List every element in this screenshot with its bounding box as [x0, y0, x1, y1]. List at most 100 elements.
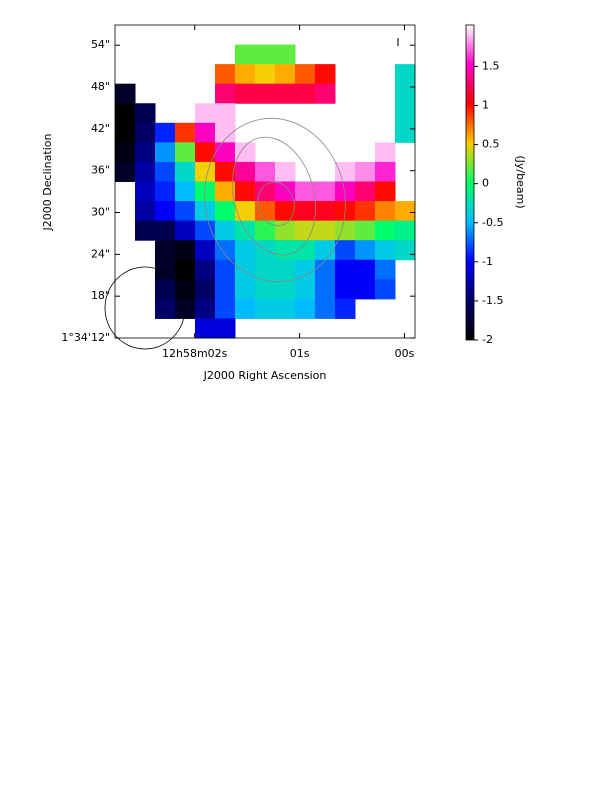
cell	[215, 240, 236, 261]
colorbar-tick-label: -0.5	[482, 216, 503, 229]
cell	[155, 122, 176, 143]
colorbar-tick-label: -1.5	[482, 294, 503, 307]
cell	[315, 279, 336, 300]
cell	[115, 161, 136, 182]
cell	[335, 240, 356, 261]
cell	[235, 161, 256, 182]
colorbar-tick-label: 0.5	[482, 138, 500, 151]
cell	[255, 201, 276, 222]
cell	[315, 220, 336, 241]
cell	[195, 220, 216, 241]
cell	[355, 201, 376, 222]
cell	[235, 298, 256, 319]
cell	[275, 298, 296, 319]
y-tick-label: 54"	[91, 38, 110, 51]
cell	[155, 142, 176, 163]
cell	[195, 279, 216, 300]
cell	[155, 298, 176, 319]
cell	[135, 161, 156, 182]
cell	[375, 161, 396, 182]
cell	[315, 201, 336, 222]
cell	[315, 181, 336, 202]
cell	[275, 161, 296, 182]
cell	[395, 64, 416, 85]
cell	[235, 181, 256, 202]
colorbar-tick-label: 1.5	[482, 59, 500, 72]
cell	[175, 161, 196, 182]
y-tick-label: 42"	[91, 122, 110, 135]
contour	[257, 181, 295, 227]
beam	[104, 266, 186, 350]
cell	[195, 181, 216, 202]
cell	[295, 220, 316, 241]
cell	[135, 122, 156, 143]
cell	[275, 64, 296, 85]
cell	[315, 64, 336, 85]
cell	[355, 240, 376, 261]
cell	[235, 83, 256, 104]
y-tick-label: 1°34'12"	[61, 331, 110, 344]
cell	[195, 103, 216, 124]
cell	[295, 64, 316, 85]
x-axis-title: J2000 Right Ascension	[203, 369, 327, 382]
cell	[195, 298, 216, 319]
cell	[275, 44, 296, 65]
cell	[335, 279, 356, 300]
cell	[135, 181, 156, 202]
cell	[375, 181, 396, 202]
cell	[355, 161, 376, 182]
cell	[275, 240, 296, 261]
cell	[335, 298, 356, 319]
y-tick-label: 36"	[91, 164, 110, 177]
cell	[395, 103, 416, 124]
cell	[135, 201, 156, 222]
cell	[215, 279, 236, 300]
cell	[335, 259, 356, 280]
cell	[355, 181, 376, 202]
y-tick-label: 24"	[91, 247, 110, 260]
contour	[231, 136, 317, 256]
cell	[215, 181, 236, 202]
cell	[255, 83, 276, 104]
cell	[155, 201, 176, 222]
cell	[115, 142, 136, 163]
cell	[375, 220, 396, 241]
cell	[215, 103, 236, 124]
y-tick-label: 30"	[91, 206, 110, 219]
cell	[175, 201, 196, 222]
cell	[155, 240, 176, 261]
cell	[255, 220, 276, 241]
cell	[375, 142, 396, 163]
cell	[215, 318, 236, 339]
cell	[175, 122, 196, 143]
cell	[135, 142, 156, 163]
cell	[175, 279, 196, 300]
cell	[195, 240, 216, 261]
cell	[235, 64, 256, 85]
cell	[215, 83, 236, 104]
cell	[295, 240, 316, 261]
colorbar	[465, 24, 475, 341]
cell	[255, 161, 276, 182]
cell	[255, 279, 276, 300]
cell	[175, 181, 196, 202]
cell	[255, 44, 276, 65]
cell	[335, 161, 356, 182]
cell	[115, 122, 136, 143]
cell	[315, 240, 336, 261]
cell	[315, 83, 336, 104]
x-tick-label: 00s	[395, 347, 415, 360]
cell	[135, 220, 156, 241]
cell	[195, 161, 216, 182]
cell	[395, 201, 416, 222]
cell	[235, 142, 256, 163]
cell	[215, 64, 236, 85]
cell	[195, 318, 216, 339]
cell	[215, 201, 236, 222]
colorbar-tick-label: 0	[482, 177, 489, 190]
cell	[375, 201, 396, 222]
cell	[195, 259, 216, 280]
cell	[175, 142, 196, 163]
cell	[275, 181, 296, 202]
cell	[295, 279, 316, 300]
